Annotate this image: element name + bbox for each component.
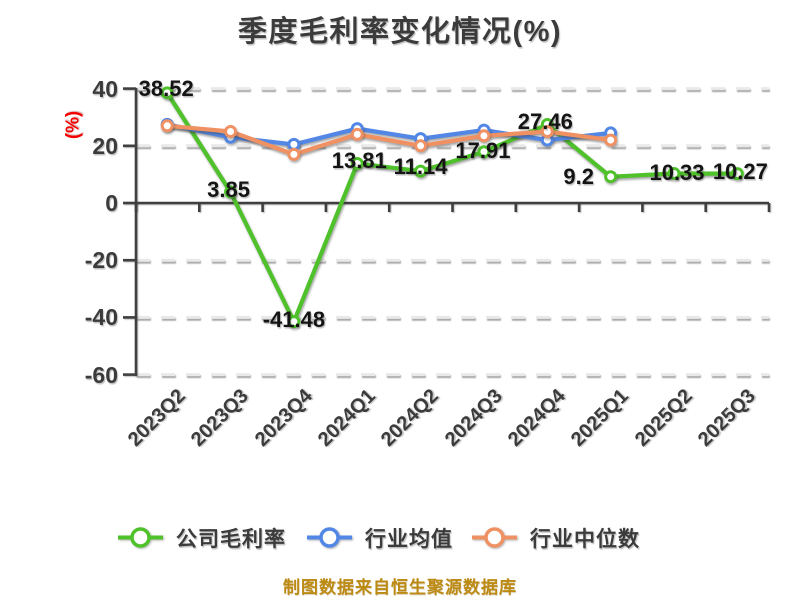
y-tick-label--20: -20 [84, 247, 118, 274]
legend-marker-company-gross-margin-icon [118, 527, 163, 548]
point-company-gross-margin-2023Q4 [287, 315, 301, 329]
point-industry-median-2023Q3 [224, 125, 238, 138]
data-label-2024Q3: 17.91 [455, 137, 511, 163]
y-tick-label--60: -60 [84, 361, 118, 388]
y-tick-label-40: 40 [92, 75, 118, 102]
legend-label-industry-average: 行业均值 [365, 527, 453, 551]
point-industry-median-2023Q2 [160, 119, 174, 133]
point-company-gross-margin-2025Q3 [730, 167, 744, 181]
point-company-gross-margin-2023Q2 [160, 86, 174, 100]
data-label-2023Q3: 3.85 [207, 176, 250, 202]
point-industry-median-2023Q4 [287, 147, 301, 161]
data-label-2025Q2: 10.33 [649, 160, 705, 186]
point-industry-median-2024Q2 [414, 139, 428, 153]
y-tick-label--40: -40 [84, 304, 118, 331]
line-industry-median [165, 123, 613, 157]
point-industry-median-2024Q4 [540, 125, 554, 138]
data-label-2025Q3: 10.27 [712, 158, 768, 184]
y-tick-label-0: 0 [105, 190, 118, 216]
data-label-2023Q4: -41.48 [262, 306, 326, 332]
point-industry-median-2025Q1 [604, 133, 618, 147]
point-company-gross-margin-2025Q1 [604, 170, 618, 184]
point-company-gross-margin-2024Q2 [414, 164, 428, 178]
data-label-2024Q4: 27.46 [517, 109, 573, 135]
point-industry-median-2024Q3 [477, 129, 491, 143]
data-label-2024Q2: 11.14 [393, 154, 448, 180]
legend-item-industry-average[interactable]: 行业均值 [307, 524, 453, 551]
data-label-2025Q1: 9.2 [563, 163, 594, 189]
legend-label-company-gross-margin: 公司毛利率 [176, 527, 286, 551]
point-company-gross-margin-2025Q2 [667, 166, 681, 180]
legend-marker-industry-median-icon [472, 527, 517, 548]
point-company-gross-margin-2023Q3 [224, 185, 238, 199]
data-label-2023Q2: 38.52 [138, 75, 194, 101]
footer-source-note: 制图数据来自恒生聚源数据库 [283, 578, 517, 597]
legend-label-industry-median: 行业中位数 [530, 527, 640, 551]
line-company-gross-margin [165, 90, 740, 324]
legend-marker-industry-average-icon [307, 527, 352, 548]
data-label-2024Q1: 13.81 [331, 147, 387, 173]
legend-item-company-gross-margin[interactable]: 公司毛利率 [118, 524, 286, 551]
legend-item-industry-median[interactable]: 行业中位数 [472, 524, 640, 551]
point-company-gross-margin-2024Q1 [350, 157, 364, 171]
point-company-gross-margin-2024Q3 [477, 145, 491, 159]
point-industry-median-2024Q1 [350, 127, 364, 141]
line-industry-average [165, 122, 613, 147]
point-industry-average-2023Q4 [287, 137, 301, 151]
chart-title: 季度毛利率变化情况(%) [237, 16, 563, 48]
y-tick-label-20: 20 [92, 132, 118, 159]
